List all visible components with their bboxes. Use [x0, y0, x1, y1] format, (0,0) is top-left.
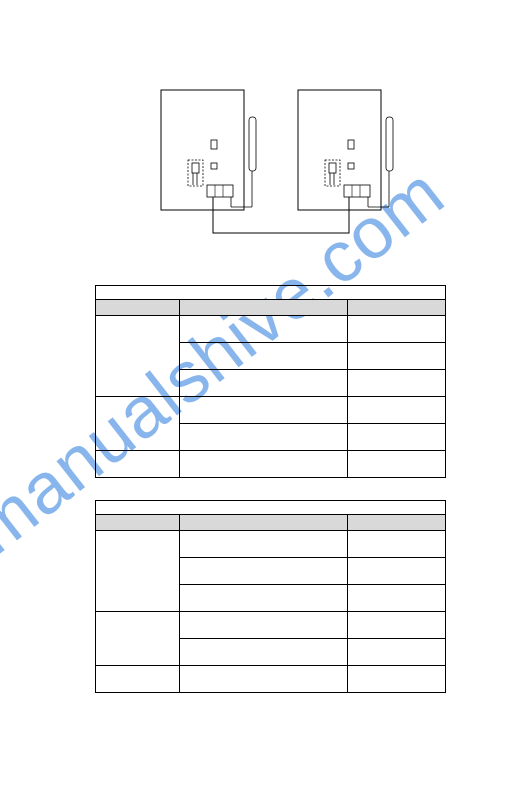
wiring-diagram [141, 85, 401, 255]
table-row [96, 531, 180, 612]
table-row [180, 639, 348, 666]
table-row [180, 531, 348, 558]
table-row [180, 612, 348, 639]
table-1-header-2 [348, 300, 446, 316]
table-2-header-1 [180, 515, 348, 531]
table-row [180, 370, 348, 397]
table-row [348, 666, 446, 693]
table-row [348, 558, 446, 585]
table-row [348, 639, 446, 666]
table-row [180, 343, 348, 370]
table-row [348, 585, 446, 612]
table-row [180, 424, 348, 451]
page-content [0, 0, 526, 693]
table-row [180, 585, 348, 612]
table-row [348, 612, 446, 639]
table-1 [95, 285, 446, 478]
table-row [96, 316, 180, 397]
table-2-header-0 [96, 515, 180, 531]
table-1-title [96, 286, 446, 300]
table-row [348, 531, 446, 558]
table-1-header-0 [96, 300, 180, 316]
table-2-header-2 [348, 515, 446, 531]
table-row [180, 558, 348, 585]
table-row [180, 397, 348, 424]
table-2 [95, 500, 446, 693]
table-row [348, 316, 446, 343]
table-2-title [96, 501, 446, 515]
table-row [96, 397, 180, 451]
table-row [348, 343, 446, 370]
table-row [348, 370, 446, 397]
table-row [180, 666, 348, 693]
table-row [96, 451, 180, 478]
table-row [96, 666, 180, 693]
table-1-header-1 [180, 300, 348, 316]
table-row [348, 451, 446, 478]
table-row [348, 397, 446, 424]
table-row [180, 451, 348, 478]
table-row [180, 316, 348, 343]
table-row [348, 424, 446, 451]
table-row [96, 612, 180, 666]
